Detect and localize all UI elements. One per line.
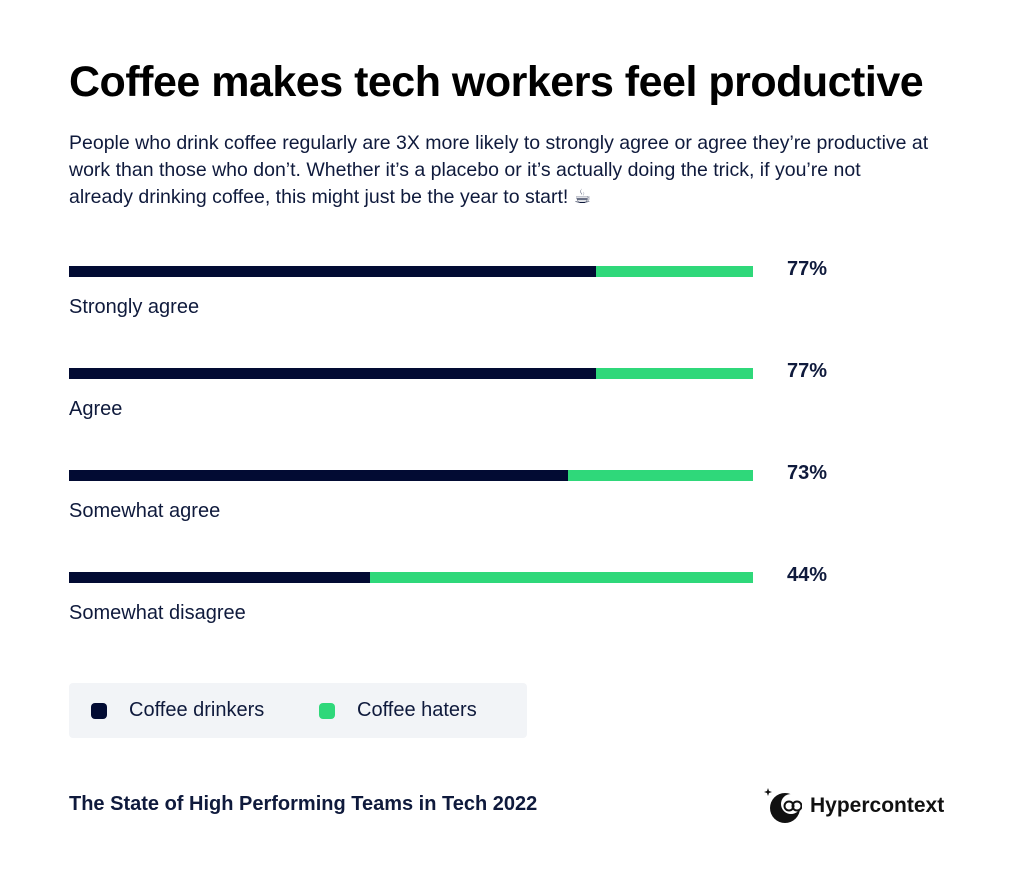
- chart-title: Coffee makes tech workers feel productiv…: [69, 58, 924, 106]
- chart-legend: Coffee drinkers Coffee haters: [69, 683, 527, 738]
- legend-item-coffee-haters: Coffee haters: [319, 683, 477, 738]
- category-label: Strongly agree: [69, 296, 200, 318]
- legend-item-coffee-drinkers: Coffee drinkers: [91, 683, 264, 738]
- data-label: 77%: [787, 258, 828, 280]
- bar-coffee-drinkers: [69, 572, 370, 583]
- data-label: 44%: [787, 564, 828, 586]
- bar-coffee-haters: [69, 572, 753, 583]
- hypercontext-logo-icon: [764, 788, 802, 823]
- bar-row: 73% Somewhat agree: [69, 462, 869, 540]
- source-footer: The State of High Performing Teams in Te…: [69, 793, 538, 815]
- brand-logo: Hypercontext: [764, 786, 944, 826]
- legend-label-coffee-haters: Coffee haters: [357, 699, 477, 721]
- bar-row: 44% Somewhat disagree: [69, 564, 869, 642]
- bar-row: 77% Agree: [69, 360, 869, 438]
- category-label: Agree: [69, 398, 123, 420]
- bar-coffee-drinkers: [69, 368, 596, 379]
- legend-swatch-coffee-drinkers: [91, 702, 107, 719]
- legend-swatch-coffee-haters: [319, 702, 335, 719]
- brand-name: Hypercontext: [810, 794, 945, 817]
- legend-label-coffee-drinkers: Coffee drinkers: [129, 699, 265, 721]
- bar-coffee-drinkers: [69, 266, 596, 277]
- bar-coffee-haters: [69, 266, 753, 277]
- bar-coffee-drinkers: [69, 470, 568, 481]
- chart-subtitle: People who drink coffee regularly are 3X…: [69, 132, 929, 208]
- category-label: Somewhat disagree: [69, 602, 246, 624]
- data-label: 73%: [787, 462, 828, 484]
- bar-coffee-haters: [69, 470, 753, 481]
- category-label: Somewhat agree: [69, 500, 221, 522]
- data-label: 77%: [787, 360, 828, 382]
- bar-row: 77% Strongly agree: [69, 258, 869, 336]
- bar-coffee-haters: [69, 368, 753, 379]
